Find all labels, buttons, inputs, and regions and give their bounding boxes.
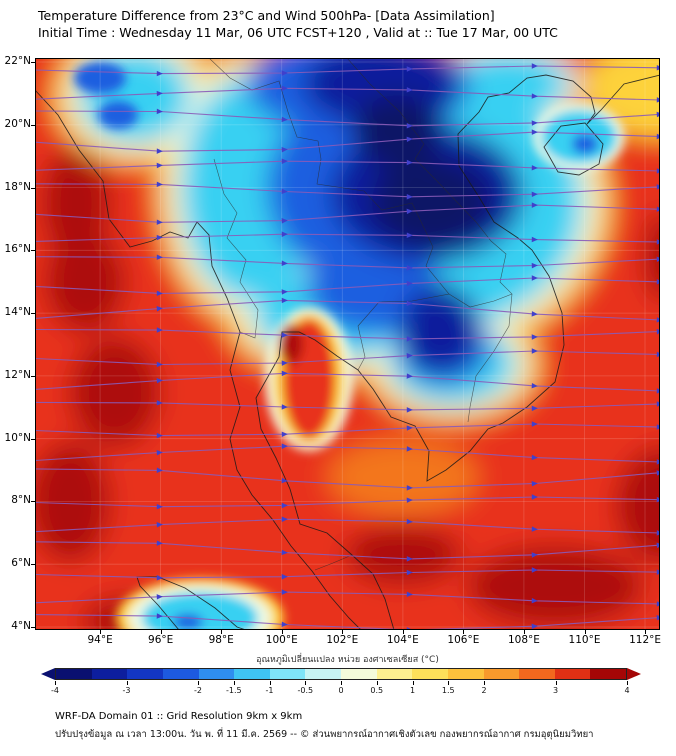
colorbar-segment: [376, 669, 413, 679]
lon-tick-label: 110°E: [568, 634, 601, 646]
lon-tick-label: 96°E: [148, 634, 174, 646]
colorbar-tick-mark: [376, 681, 378, 685]
chart-subtitle: Initial Time : Wednesday 11 Mar, 06 UTC …: [38, 25, 558, 40]
colorbar-tick-label: 3: [552, 686, 559, 695]
colorbar-tick-label: -4: [51, 686, 59, 695]
lat-tick-label: 22°N: [4, 55, 31, 67]
colorbar-segment: [91, 669, 128, 679]
colorbar-tick-label: -2: [194, 686, 202, 695]
colorbar-tick-mark: [448, 681, 450, 685]
lon-tick-label: 100°E: [265, 634, 298, 646]
colorbar-segment: [554, 669, 591, 679]
lat-tick-label: 10°N: [4, 431, 31, 444]
colorbar-segment: [56, 669, 92, 679]
colorbar-tick-label: -1.5: [225, 686, 242, 695]
lat-tick-label: 14°N: [4, 306, 31, 319]
colorbar-segment: [447, 669, 484, 679]
colorbar-segment: [483, 669, 520, 679]
colorbar-tick-label: 1: [409, 686, 416, 695]
lat-tick-label: 6°N: [11, 557, 31, 570]
colorbar-segment: [305, 669, 341, 679]
colorbar-tick-label: -3: [122, 686, 131, 695]
wind-streamlines: [35, 63, 660, 630]
lon-tick-mark: [463, 630, 465, 634]
colorbar-segment: [162, 669, 199, 679]
colorbar-segment: [519, 669, 555, 679]
lat-tick-mark: [31, 313, 35, 315]
lon-tick-label: 112°E: [629, 634, 662, 646]
lon-tick-mark: [402, 630, 404, 634]
lat-tick-mark: [31, 627, 35, 629]
colorbar-tick-mark: [269, 681, 271, 685]
lon-tick-mark: [160, 630, 162, 634]
lat-tick-label: 12°N: [4, 368, 31, 381]
colorbar-tick-label: 0.5: [370, 686, 384, 695]
lon-tick-mark: [281, 630, 283, 634]
chart-title: Temperature Difference from 23°C and Win…: [38, 8, 495, 23]
colorbar-tick-label: 0: [338, 686, 344, 695]
lat-tick-mark: [31, 375, 35, 377]
colorbar-segment: [590, 669, 626, 679]
lon-tick-mark: [584, 630, 586, 634]
colorbar-tick-mark: [341, 681, 342, 685]
lat-tick-label: 20°N: [4, 117, 31, 130]
lon-tick-label: 102°E: [326, 634, 359, 646]
lat-tick-mark: [31, 564, 35, 566]
lon-tick-mark: [342, 630, 344, 634]
colorbar-tick-mark: [555, 681, 557, 685]
lat-tick-mark: [31, 62, 35, 63]
map-canvas: [35, 58, 660, 630]
colorbar-tick-mark: [305, 681, 307, 685]
colorbar-left-arrow: [41, 668, 55, 680]
lat-tick-label: 18°N: [4, 180, 31, 193]
colorbar-segment: [269, 669, 306, 679]
colorbar-right-arrow: [627, 668, 641, 680]
lon-tick-label: 98°E: [208, 634, 234, 646]
lon-tick-label: 108°E: [507, 634, 540, 646]
lat-tick-label: 8°N: [11, 494, 31, 507]
map-frame: [35, 58, 660, 630]
colorbar-segment: [198, 669, 235, 679]
lat-tick-label: 4°N: [11, 620, 31, 633]
colorbar-tick-mark: [484, 681, 485, 685]
lon-tick-mark: [100, 630, 102, 634]
colorbar-segment: [234, 669, 270, 679]
colorbar-segment: [127, 669, 163, 679]
lon-tick-label: 106°E: [447, 634, 480, 646]
lat-tick-mark: [31, 501, 35, 503]
colorbar-segment: [412, 669, 448, 679]
colorbar-tick-label: 4: [624, 686, 630, 695]
lon-tick-label: 94°E: [87, 634, 113, 646]
lat-tick-mark: [31, 187, 35, 189]
colorbar-tick-mark: [198, 681, 199, 685]
colorbar-label: อุณหภูมิเปลี่ยนแปลง หน่วย องศาเซลเซียส (…: [256, 655, 439, 665]
colorbar-tick-mark: [55, 681, 56, 685]
colorbar-gradient: [55, 668, 627, 680]
colorbar-tick-mark: [126, 681, 128, 685]
lon-tick-mark: [523, 630, 525, 634]
lat-tick-mark: [31, 438, 35, 440]
lon-tick-mark: [221, 630, 223, 634]
colorbar-tick-label: -0.5: [297, 686, 314, 695]
map-area: [35, 58, 660, 630]
colorbar-tick-mark: [233, 681, 235, 685]
lon-tick-mark: [645, 630, 647, 634]
footer-credit: ปรับปรุงข้อมูล ณ เวลา 13:00น. วัน พ. ที่…: [55, 729, 594, 740]
colorbar-tick-label: -1: [265, 686, 274, 695]
colorbar-tick-label: 1.5: [441, 686, 455, 695]
lat-tick-mark: [31, 250, 35, 252]
footer-domain-info: WRF-DA Domain 01 :: Grid Resolution 9km …: [55, 711, 303, 722]
lat-tick-mark: [31, 124, 35, 126]
lat-tick-label: 16°N: [4, 243, 31, 256]
colorbar-tick-label: 2: [481, 686, 487, 695]
header: Temperature Difference from 23°C and Win…: [38, 7, 558, 41]
lon-tick-label: 104°E: [386, 634, 419, 646]
colorbar-tick-mark: [412, 681, 414, 685]
colorbar-segment: [341, 669, 377, 679]
colorbar: [41, 668, 641, 680]
colorbar-tick-mark: [627, 681, 628, 685]
